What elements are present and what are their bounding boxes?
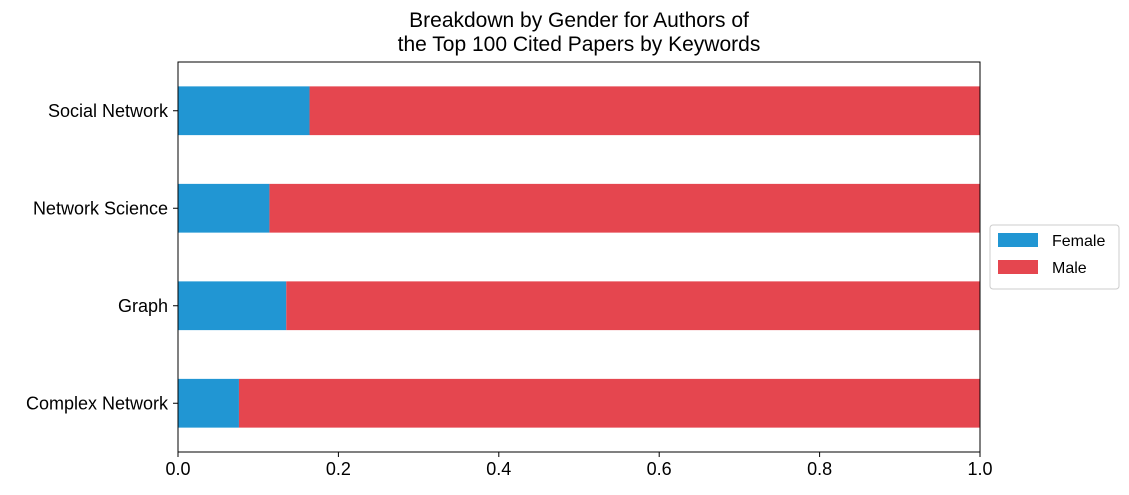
- bar-male-network-science: [269, 183, 981, 233]
- chart-title-line-1: Breakdown by Gender for Authors of: [409, 9, 749, 32]
- y-tick-label-social-network: Social Network: [48, 101, 169, 121]
- legend-swatch-male: [998, 260, 1038, 274]
- bar-female-network-science: [178, 183, 270, 233]
- x-tick-label-3: 0.6: [647, 459, 672, 479]
- legend-swatch-female: [998, 233, 1038, 247]
- legend: Female Male: [989, 224, 1120, 290]
- y-tick-label-complex-network: Complex Network: [26, 393, 169, 413]
- x-tick-label-4: 0.8: [807, 459, 832, 479]
- x-tick-label-2: 0.4: [486, 459, 511, 479]
- bar-male-social-network: [309, 86, 980, 136]
- y-tick-label-graph: Graph: [118, 296, 168, 316]
- plot-area-frame: [177, 61, 981, 453]
- legend-label-male: Male: [1052, 260, 1087, 277]
- chart-title-line-2: the Top 100 Cited Papers by Keywords: [398, 33, 761, 56]
- y-tick-label-network-science: Network Science: [33, 198, 168, 218]
- legend-label-female: Female: [1052, 233, 1105, 250]
- y-axis-ticks: Social Network Network Science Graph Comple…: [26, 101, 178, 413]
- bar-male-graph: [286, 281, 980, 331]
- x-tick-label-1: 0.2: [326, 459, 351, 479]
- bar-male-complex-network: [238, 378, 980, 428]
- x-tick-label-5: 1.0: [967, 459, 992, 479]
- bar-female-social-network: [178, 86, 310, 136]
- bar-female-graph: [178, 281, 287, 331]
- x-axis-ticks: 0.0 0.2 0.4 0.6 0.8 1.0: [165, 452, 993, 479]
- bars: [178, 86, 981, 428]
- x-tick-label-0: 0.0: [165, 459, 190, 479]
- bar-female-complex-network: [178, 378, 239, 428]
